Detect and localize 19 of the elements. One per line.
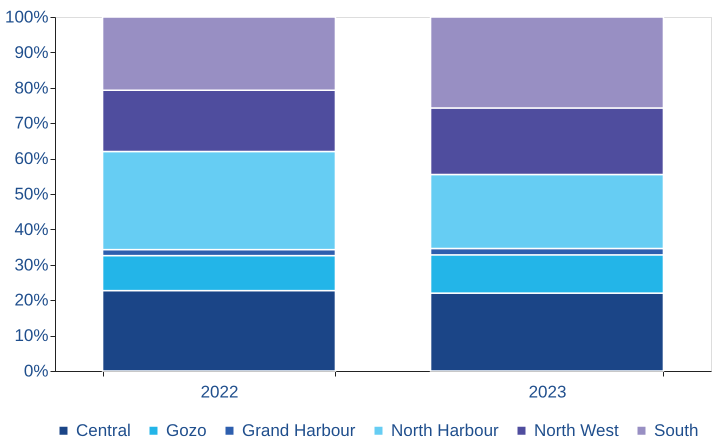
legend-label: South [654,420,698,440]
y-tick-label: 20% [14,290,48,310]
x-tick-label: 2023 [528,382,566,402]
legend-label: North West [534,420,619,440]
y-tick-label: 30% [14,255,48,274]
y-tick-label: 60% [14,149,48,168]
y-tick-label: 40% [14,220,48,239]
y-tick-label: 70% [14,114,48,133]
y-tick-label: 0% [24,362,48,380]
y-tick-label: 50% [14,184,48,204]
x-tick-label: 2022 [200,382,238,402]
legend-label: Grand Harbour [242,420,356,440]
y-tick-label: 10% [14,326,48,346]
y-tick-label: 90% [14,42,48,62]
y-tick-label: 80% [14,78,48,98]
legend-label: North Harbour [391,420,500,440]
y-tick-label: 100% [5,8,48,26]
legend-label: Central [76,420,131,440]
legend-label: Gozo [166,420,207,440]
